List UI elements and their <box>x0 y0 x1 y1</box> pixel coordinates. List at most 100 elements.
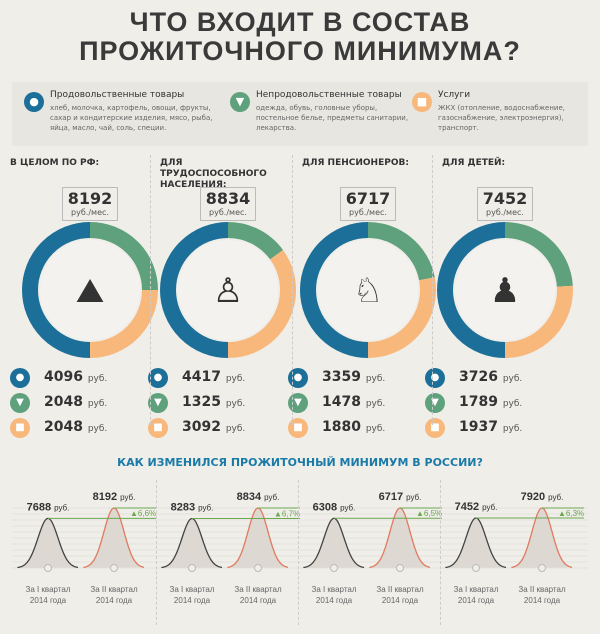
up-arrow-icon: ▲ <box>416 509 424 518</box>
q1-value: 7452 руб. <box>455 501 498 513</box>
divider <box>432 155 433 425</box>
divider <box>298 480 299 625</box>
shirt-icon: ▼ <box>148 393 168 413</box>
growth-percent: ▲6,5% <box>416 509 442 518</box>
divider <box>150 155 151 425</box>
up-arrow-icon: ▲ <box>130 509 138 518</box>
value-number: 1478 <box>322 394 361 410</box>
value-unit: руб. <box>87 399 108 409</box>
subtitle: КАК ИЗМЕНИЛСЯ ПРОЖИТОЧНЫЙ МИНИМУМ В РОСС… <box>117 456 483 469</box>
value-unit: руб. <box>365 374 386 384</box>
curve-fill <box>512 508 572 568</box>
services-value: 3092 руб. <box>182 419 245 435</box>
baseline-marker <box>472 564 480 572</box>
q1-value: 8283 руб. <box>171 502 214 514</box>
growth-value: 6,6% <box>138 509 156 518</box>
q1-value: 7688 руб. <box>27 501 70 513</box>
baseline-marker <box>254 564 262 572</box>
value-unit: руб. <box>225 399 246 409</box>
value-unit: руб. <box>482 503 497 512</box>
value-unit: руб. <box>225 374 246 384</box>
curve-fill <box>18 518 78 568</box>
bus-icon: ■ <box>10 418 30 438</box>
label-line: 2014 года <box>316 596 353 605</box>
value-unit: руб. <box>502 374 523 384</box>
bus-icon: ■ <box>288 418 308 438</box>
value-number: 6308 <box>313 501 337 513</box>
label-line: За I квартал <box>311 585 356 594</box>
donut-segment-food <box>437 222 506 358</box>
services-value: 2048 руб. <box>44 419 107 435</box>
curve-fill <box>228 508 288 568</box>
donut-segment-food <box>22 222 91 358</box>
q1-label: За I квартал 2014 года <box>25 585 70 605</box>
legend-desc: одежда, обувь, головные уборы, постельно… <box>256 104 409 132</box>
total-box: 6717 руб./мес. <box>340 187 396 221</box>
q2-label: За II квартал 2014 года <box>376 585 424 605</box>
value-unit: руб. <box>365 399 386 409</box>
baseline-marker <box>538 564 546 572</box>
value-number: 1789 <box>459 394 498 410</box>
group-heading: ДЛЯ ТРУДОСПОСОБНОГО НАСЕЛЕНИЯ: <box>160 158 267 190</box>
worker-icon: ♙ <box>213 271 243 311</box>
divider <box>156 480 157 625</box>
q1-label: За I квартал 2014 года <box>311 585 356 605</box>
total-value: 8834 <box>205 189 251 208</box>
growth-value: 6,3% <box>566 509 584 518</box>
value-unit: руб. <box>54 503 69 512</box>
curve-fill <box>84 508 144 568</box>
donut-segment-nonfood <box>89 222 158 291</box>
value-unit: руб. <box>502 399 523 409</box>
bell-curve-q2 <box>227 507 289 568</box>
growth-value: 6,5% <box>424 509 442 518</box>
services-value: 1937 руб. <box>459 419 522 435</box>
donut-center <box>455 240 555 340</box>
donut-segment-services <box>504 285 573 358</box>
value-number: 8283 <box>171 502 195 514</box>
apple-icon: ● <box>148 368 168 388</box>
donut-center <box>318 240 418 340</box>
value-number: 7688 <box>27 501 51 513</box>
bus-icon: ■ <box>425 418 445 438</box>
baseline-marker <box>188 564 196 572</box>
value-number: 4096 <box>44 369 83 385</box>
donut-segment-nonfood <box>367 222 435 281</box>
value-number: 3359 <box>322 369 361 385</box>
value-unit: руб. <box>198 504 213 513</box>
label-line: 2014 года <box>524 596 561 605</box>
growth-percent: ▲6,7% <box>274 509 300 518</box>
curve-fill <box>162 518 222 568</box>
q1-value: 6308 руб. <box>313 501 356 513</box>
nonfood-value: 1325 руб. <box>182 394 245 410</box>
food-value: 4096 руб. <box>44 369 107 385</box>
nonfood-value: 2048 руб. <box>44 394 107 410</box>
q1-label: За I квартал 2014 года <box>453 585 498 605</box>
label-line: 2014 года <box>96 596 133 605</box>
growth-percent: ▲6,3% <box>558 509 584 518</box>
curve-fill <box>304 518 364 568</box>
curve-fill <box>446 518 506 568</box>
donut-segment-food <box>300 222 369 358</box>
baseline-marker <box>330 564 338 572</box>
q2-value: 8834 руб. <box>237 491 280 503</box>
value-number: 2048 <box>44 394 83 410</box>
total-value: 8192 <box>67 189 113 208</box>
donut-segment-nonfood <box>504 222 573 288</box>
q2-label: За II квартал 2014 года <box>234 585 282 605</box>
food-value: 3359 руб. <box>322 369 385 385</box>
label-line: За II квартал <box>234 585 282 594</box>
label-line: 2014 года <box>30 596 67 605</box>
donut-chart: ♙ <box>160 222 296 358</box>
growth-value: 6,7% <box>282 509 300 518</box>
value-unit: руб. <box>264 493 279 502</box>
food-value: 3726 руб. <box>459 369 522 385</box>
value-number: 4417 <box>182 369 221 385</box>
value-number: 3726 <box>459 369 498 385</box>
shirt-icon: ▼ <box>10 393 30 413</box>
bell-curve-q1 <box>445 517 507 569</box>
legend: ● Продовольственные товары хлеб, молочка… <box>12 82 588 146</box>
group-heading: ДЛЯ ДЕТЕЙ: <box>442 158 506 168</box>
value-number: 7920 <box>521 491 545 503</box>
